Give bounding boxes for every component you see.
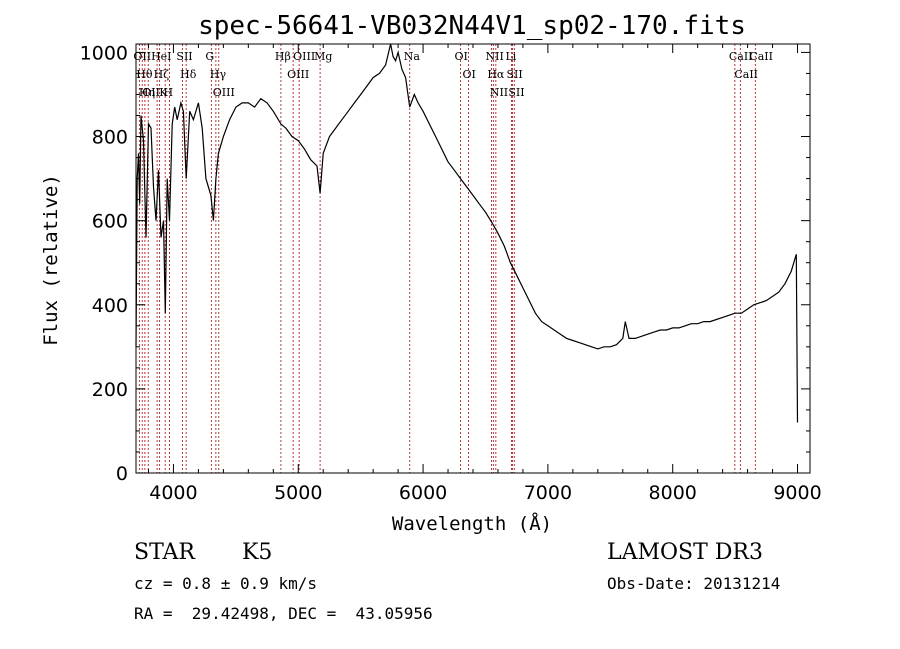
line-label-21: Hα (487, 68, 505, 81)
line-label-12: OIII (213, 86, 235, 99)
line-label-27: CaII (734, 68, 758, 81)
x-tick-label-1: 5000 (274, 482, 322, 504)
line-label-11: Hγ (210, 68, 227, 81)
line-label-20: NII (485, 50, 503, 63)
x-tick-label-2: 6000 (399, 482, 447, 504)
chart-title: spec-56641-VB032N44V1_sp02-170.fits (198, 11, 746, 41)
y-tick-label-1: 200 (92, 379, 128, 401)
emission-line-markers (138, 44, 756, 473)
observation-date: Obs-Date: 20131214 (607, 574, 781, 593)
emission-line-labels: OIIHθHηOIIHeIHζKHSIIHδGHγOIIIHβOIIIOIIIM… (133, 50, 773, 99)
spectral-subclass: K5 (242, 540, 273, 565)
line-label-18: OI (455, 50, 468, 63)
line-label-13: Hβ (275, 50, 291, 63)
line-label-16: Mg (314, 50, 332, 63)
line-label-23: Li (505, 50, 516, 63)
line-label-24: SII (506, 68, 522, 81)
line-label-9: Hδ (180, 68, 197, 81)
x-tick-label-0: 4000 (149, 482, 197, 504)
line-label-0: OII (133, 50, 151, 63)
spectrum-line (135, 43, 799, 423)
line-label-3: OII (142, 86, 160, 99)
line-label-19: OI (463, 68, 476, 81)
line-label-22: NII (490, 86, 508, 99)
y-tick-label-5: 1000 (80, 42, 128, 64)
line-label-5: Hζ (154, 68, 170, 81)
x-tick-label-4: 8000 (649, 482, 697, 504)
line-label-6: K (159, 86, 168, 99)
y-axis-label: Flux (relative) (40, 174, 62, 346)
plot-frame (135, 43, 811, 474)
y-tick-label-3: 600 (92, 211, 128, 233)
coordinates: RA = 29.42498, DEC = 43.05956 (134, 604, 433, 623)
line-label-15: OIII (293, 50, 315, 63)
spectrum-chart: spec-56641-VB032N44V1_sp02-170.fits OIIH… (40, 11, 822, 535)
line-label-8: SII (176, 50, 192, 63)
x-tick-label-3: 7000 (524, 482, 572, 504)
line-label-10: G (205, 50, 214, 63)
line-label-26: CaII (729, 50, 753, 63)
line-label-25: SII (508, 86, 524, 99)
axis-ticks: 4000 5000 6000 7000 8000 9000 0 200 400 600 800 100… (80, 42, 822, 504)
line-label-2: Hη (139, 86, 155, 99)
x-tick-label-5: 9000 (773, 482, 821, 504)
line-label-17: Na (404, 50, 421, 63)
line-label-4: HeI (151, 50, 171, 63)
line-label-7: H (163, 86, 173, 99)
object-class: STAR (134, 540, 195, 565)
x-axis-label: Wavelength (Å) (392, 512, 552, 535)
y-tick-label-4: 800 (92, 127, 128, 149)
line-label-14: OIII (287, 68, 309, 81)
y-tick-label-0: 0 (116, 463, 128, 485)
line-label-1: Hθ (136, 68, 153, 81)
survey-name: LAMOST DR3 (607, 540, 763, 565)
y-tick-label-2: 400 (92, 295, 128, 317)
redshift-value: cz = 0.8 ± 0.9 km/s (134, 574, 318, 593)
line-label-28: CaII (749, 50, 773, 63)
